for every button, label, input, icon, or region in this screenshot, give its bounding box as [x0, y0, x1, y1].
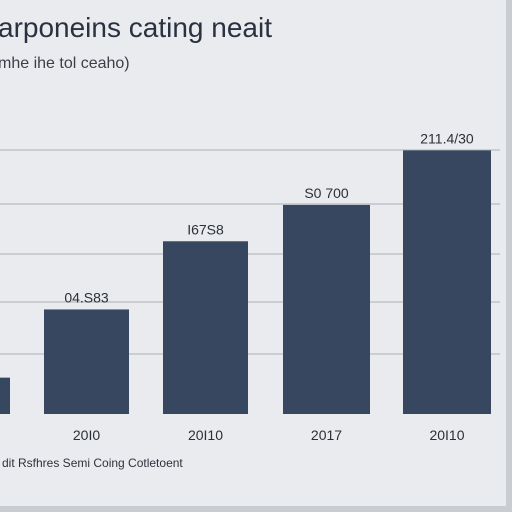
bar-1	[44, 309, 129, 414]
bar-2	[163, 241, 248, 414]
bar-4	[403, 150, 491, 414]
bar-value-label-1: 04.S83	[64, 289, 109, 305]
bar-value-label-2: I67S8	[187, 221, 224, 237]
chart-subtitle: mhe ihe tol ceaho)	[0, 55, 130, 72]
bar-3	[283, 204, 370, 414]
x-tick-label-2: 20I10	[188, 427, 223, 443]
chart-title: arponeins cating neait	[0, 12, 272, 43]
bar-value-label-3: S0 700	[304, 185, 349, 201]
bar-value-label-4: 211.4/30	[420, 130, 474, 146]
bar-0	[0, 377, 10, 414]
x-tick-label-4: 20I10	[429, 427, 464, 443]
chart-source-note: dit Rsfhres Semi Coing Cotletoent	[2, 456, 183, 470]
x-tick-label-3: 2017	[311, 427, 342, 443]
x-tick-label-1: 20I0	[73, 427, 100, 443]
